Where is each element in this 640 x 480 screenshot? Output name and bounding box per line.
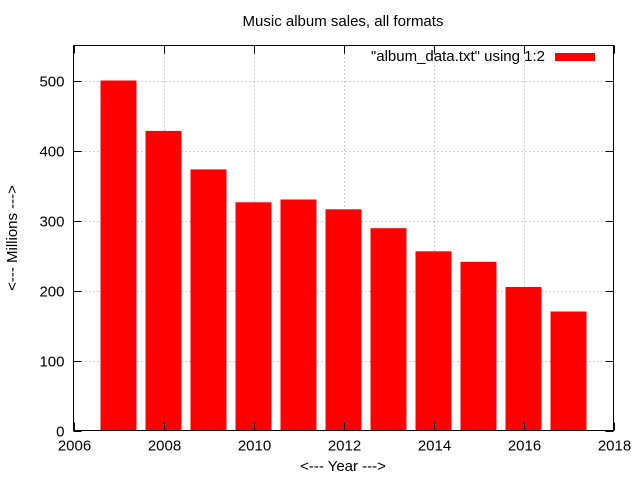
y-tick-label: 400	[39, 144, 64, 161]
y-axis-label: <--- Millions --->	[4, 185, 21, 291]
bar-2013	[370, 228, 407, 431]
ticks: 0 100 200 300 400 500 2006 2008 2010 2012 2014 2016…	[39, 45, 631, 455]
bar-2014	[415, 251, 452, 431]
x-tick-label: 2008	[148, 438, 181, 455]
x-tick-label: 2014	[418, 438, 451, 455]
bar-2010	[235, 202, 272, 431]
y-tick-label: 300	[39, 214, 64, 231]
bar-2009	[190, 169, 227, 431]
bar-2016	[505, 287, 542, 431]
x-tick-label: 2006	[58, 438, 91, 455]
y-tick-label: 500	[39, 74, 64, 91]
bar-2008	[145, 130, 182, 431]
bars	[100, 80, 587, 431]
y-tick-label: 0	[56, 424, 64, 441]
y-tick-label: 200	[39, 284, 64, 301]
x-axis-label: <--- Year --->	[300, 458, 386, 475]
legend-swatch	[555, 53, 595, 61]
x-tick-label: 2012	[328, 438, 361, 455]
x-tick-label: 2018	[598, 438, 631, 455]
bar-2012	[325, 209, 362, 431]
bar-2007	[100, 80, 137, 431]
legend: "album_data.txt" using 1:2	[371, 48, 595, 65]
plot-frame	[73, 45, 614, 431]
x-tick-label: 2010	[238, 438, 271, 455]
legend-label: "album_data.txt" using 1:2	[371, 48, 545, 65]
y-tick-label: 100	[39, 354, 64, 371]
x-tick-label: 2016	[508, 438, 541, 455]
bar-2015	[460, 261, 497, 431]
chart-title: Music album sales, all formats	[243, 13, 444, 30]
bar-2017	[550, 311, 587, 431]
bar-2011	[280, 199, 317, 431]
